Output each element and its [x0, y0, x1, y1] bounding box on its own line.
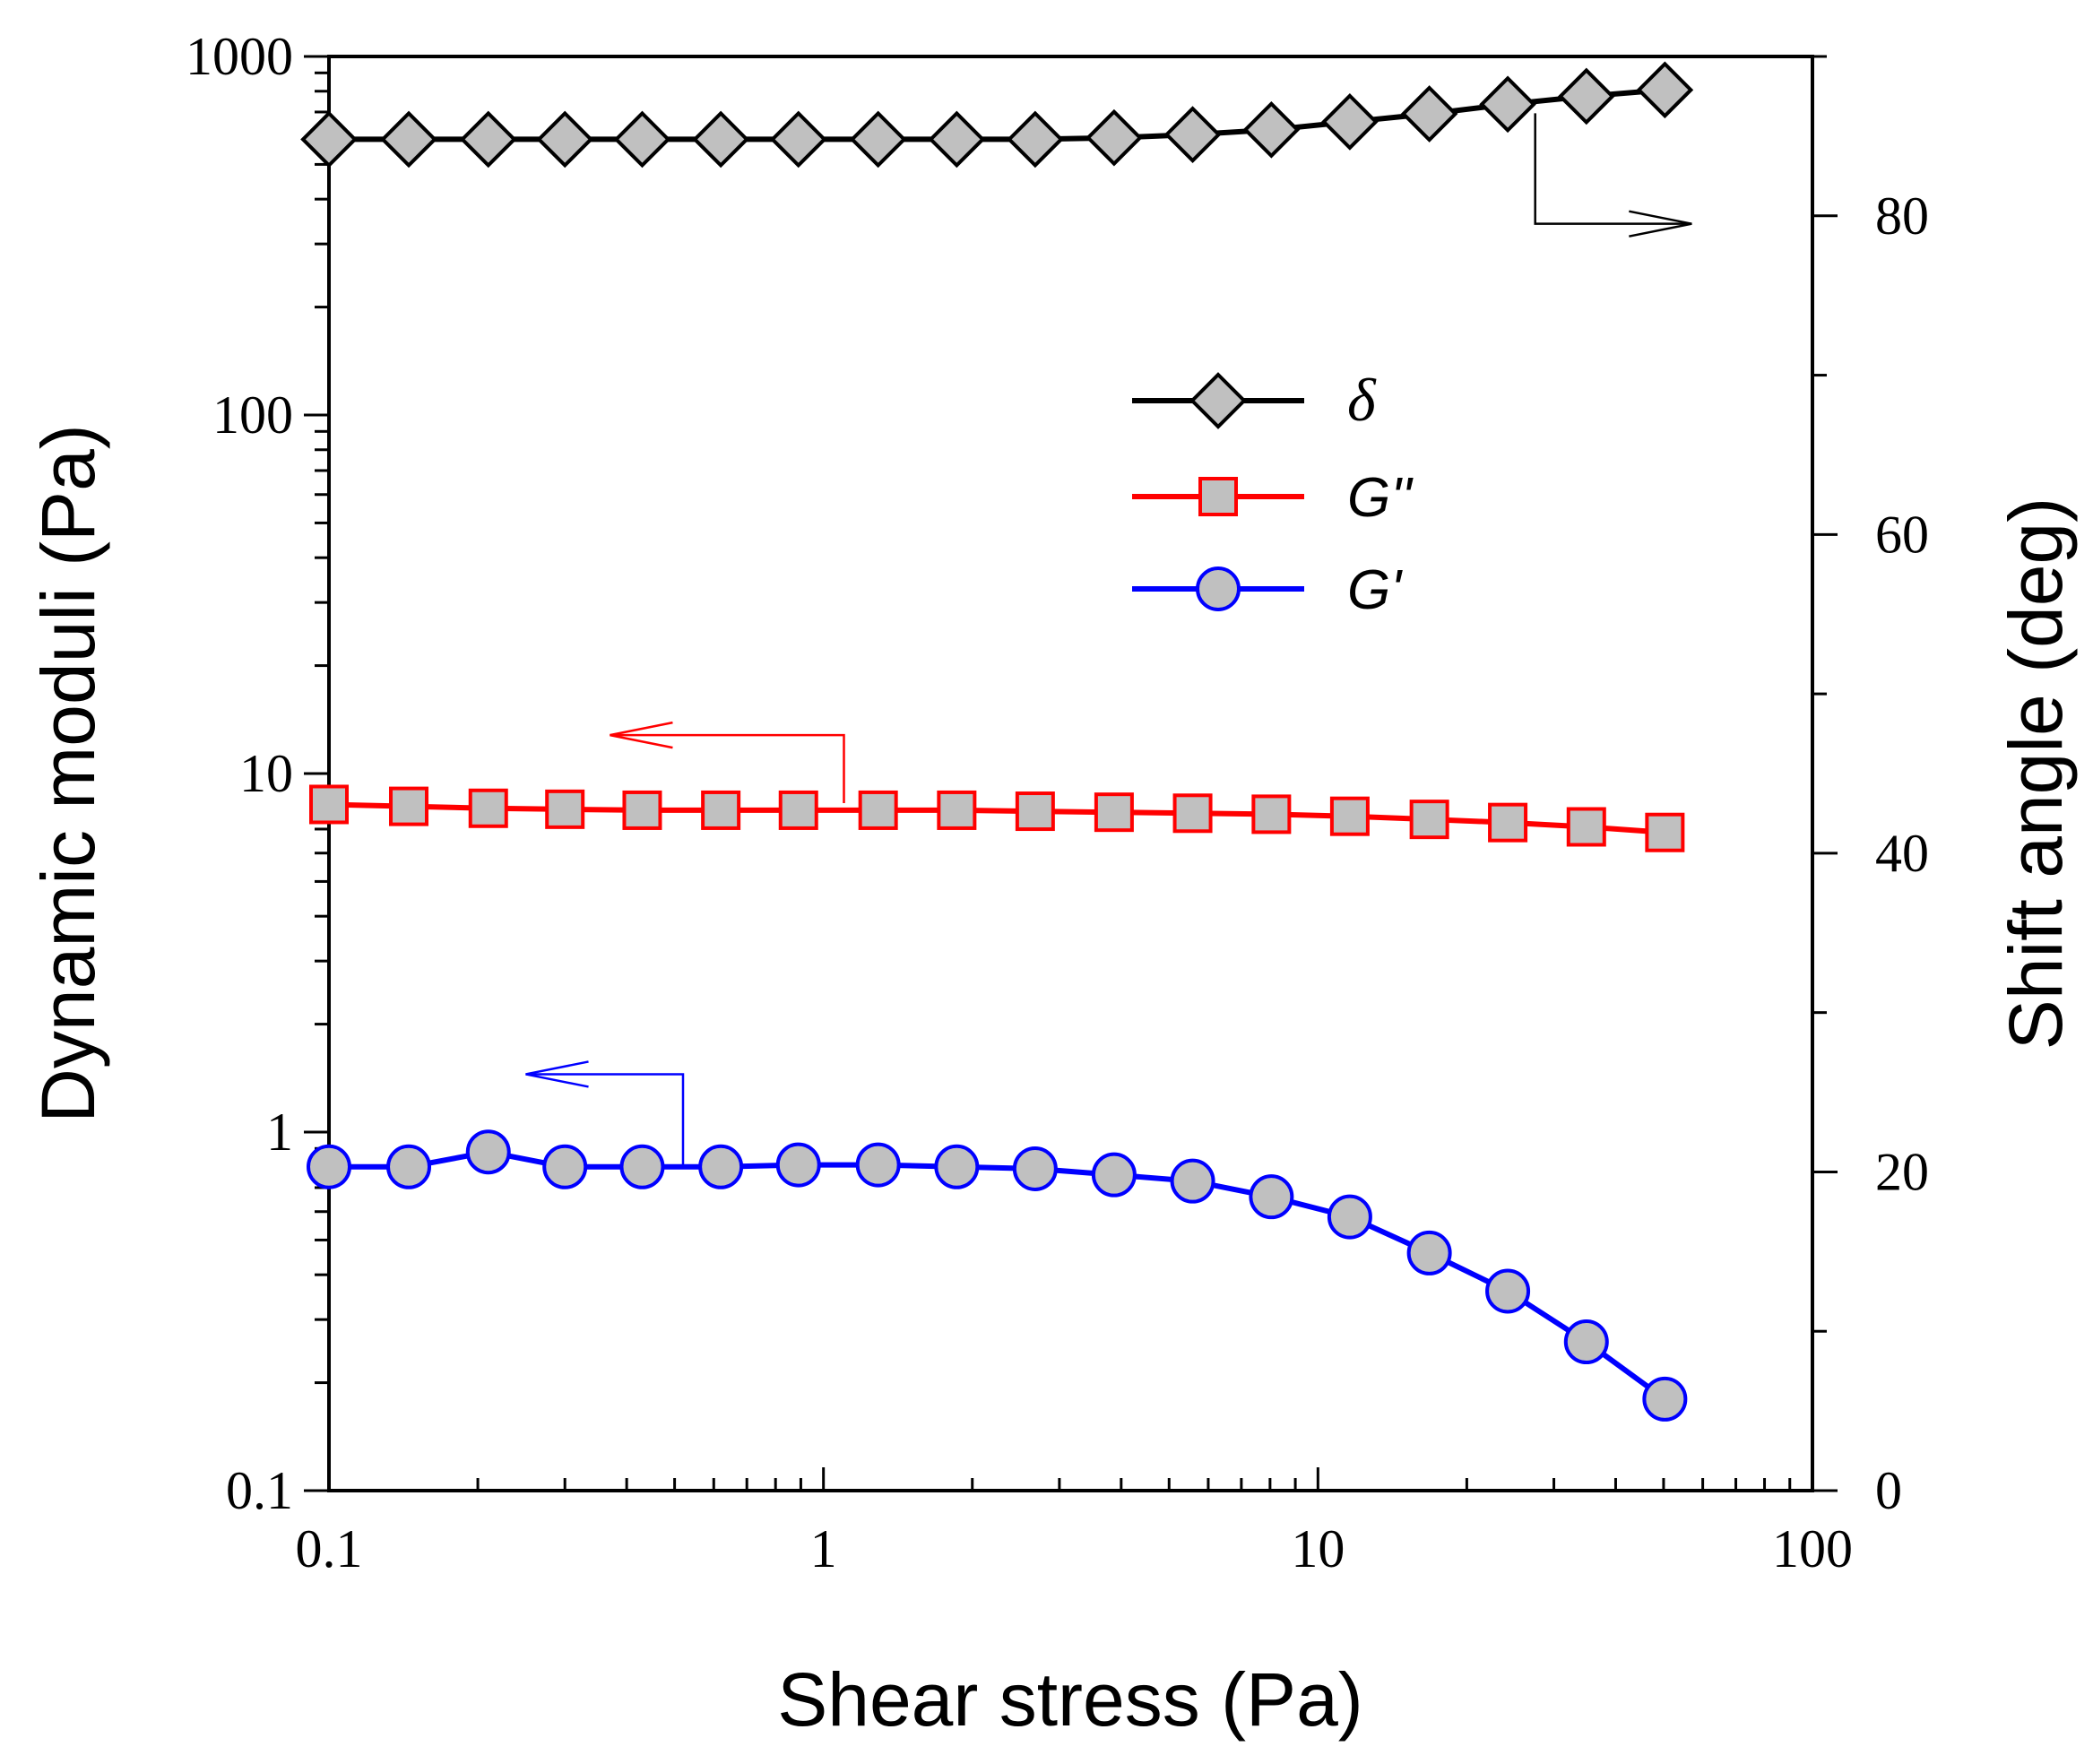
series-delta-point — [1479, 75, 1536, 134]
series-gp-point — [1563, 1319, 1609, 1365]
x-tick-label: 100 — [1772, 1519, 1853, 1578]
series-gp-point — [1642, 1376, 1688, 1422]
series-delta-point — [300, 110, 358, 169]
series-delta-point — [692, 110, 749, 169]
series-delta-point — [1321, 93, 1379, 151]
series-gpp-point — [778, 790, 818, 830]
series-delta-point — [380, 110, 437, 169]
y2-tick-label: 80 — [1875, 186, 1929, 246]
series-delta-point — [1163, 106, 1222, 163]
y2-tick-label: 40 — [1875, 824, 1929, 883]
series-gpp-point — [1251, 794, 1292, 834]
series-gpp-point — [1488, 802, 1528, 843]
series-gp-point — [1485, 1268, 1531, 1314]
series-gpp-point — [468, 788, 508, 828]
series-delta-line — [329, 87, 1665, 143]
x-tick-label: 1 — [810, 1519, 837, 1578]
y2-axis-title: Shift angle (deg) — [1994, 497, 2078, 1050]
series-gp-point — [386, 1144, 432, 1189]
delta-arrowhead — [1629, 210, 1692, 238]
series-gpp-point — [309, 784, 349, 825]
series-delta-point — [536, 110, 594, 169]
series-gp-point — [542, 1144, 588, 1189]
series-gpp — [309, 784, 1685, 852]
y-tick-label: 10 — [239, 744, 293, 803]
series-gp-point — [698, 1144, 744, 1189]
series-delta-point — [1636, 61, 1694, 119]
y2-tick-label: 20 — [1875, 1142, 1929, 1201]
series-gpp-point — [545, 789, 585, 829]
x-tick-label: 0.1 — [296, 1519, 363, 1578]
legend: δ G'' G' — [1132, 366, 1414, 621]
legend-gpp-marker — [1198, 477, 1238, 516]
series-delta-point — [1085, 108, 1143, 167]
series-gp-point — [1091, 1152, 1137, 1198]
legend-gp-marker — [1196, 566, 1241, 611]
series-gpp-point — [1409, 800, 1449, 840]
series-gp — [307, 1129, 1688, 1422]
delta-arrow-line — [1534, 113, 1692, 225]
series-gpp-point — [701, 790, 741, 830]
gp-arrowhead — [525, 1060, 589, 1088]
series-gpp-point — [1172, 793, 1213, 834]
annotations-layer — [525, 113, 1692, 1167]
series-gp-point — [465, 1129, 511, 1175]
series-delta-point — [769, 110, 827, 169]
legend-gp-label: G' — [1347, 559, 1403, 621]
y2-tick-label: 60 — [1875, 505, 1929, 564]
series-delta — [300, 61, 1694, 169]
series-gpp-point — [389, 786, 429, 826]
gpp-arrowhead — [610, 721, 673, 749]
x-tick-label: 10 — [1291, 1519, 1345, 1578]
y-tick-label: 1 — [266, 1102, 293, 1162]
y-axis-title: Dynamic moduli (Pa) — [26, 424, 110, 1123]
legend-gpp-label: G'' — [1347, 467, 1414, 529]
series-gp-point — [619, 1144, 665, 1189]
series-gp-point — [775, 1142, 821, 1188]
series-gpp-point — [1094, 792, 1134, 833]
series-gp-point — [1327, 1194, 1372, 1240]
legend-delta-label: δ — [1347, 366, 1377, 434]
series-delta-point — [928, 110, 986, 169]
series-gpp-point — [622, 790, 662, 830]
series-delta-point — [459, 110, 517, 169]
legend-delta-marker — [1189, 372, 1247, 429]
series-gp-line — [329, 1149, 1667, 1402]
y-tick-label: 1000 — [186, 27, 293, 86]
series-layer — [300, 61, 1694, 1422]
series-gpp-point — [1329, 796, 1370, 836]
series-gp-point — [1170, 1158, 1215, 1204]
ticks-layer: 0.1 1 10 100 0.1 1 10 100 1000 0 20 40 60 80 — [186, 27, 1929, 1578]
series-gpp-point — [1566, 807, 1606, 847]
series-delta-point — [849, 110, 907, 169]
y-tick-label: 0.1 — [226, 1461, 293, 1520]
series-gpp-point — [858, 790, 898, 830]
series-gpp-point — [1645, 812, 1685, 852]
series-gp-point — [1249, 1174, 1294, 1220]
series-gp-point — [934, 1144, 980, 1189]
series-gp-point — [307, 1144, 351, 1189]
series-delta-point — [1400, 85, 1458, 143]
series-delta-point — [1557, 67, 1615, 125]
y2-tick-label: 0 — [1875, 1461, 1902, 1520]
series-gp-point — [1012, 1146, 1058, 1191]
x-axis-title: Shear stress (Pa) — [777, 1657, 1363, 1742]
series-gpp-point — [937, 790, 977, 830]
gpp-arrow-line — [610, 733, 845, 803]
series-delta-point — [1007, 110, 1064, 169]
y-tick-label: 100 — [212, 385, 293, 445]
series-gp-point — [1406, 1230, 1452, 1275]
plot-frame — [327, 55, 1814, 1492]
series-delta-point — [613, 110, 671, 169]
gp-arrow-line — [525, 1073, 685, 1167]
series-gpp-point — [1015, 791, 1055, 832]
series-gp-point — [855, 1142, 901, 1188]
series-gpp-line — [328, 801, 1665, 835]
series-delta-point — [1242, 100, 1301, 159]
